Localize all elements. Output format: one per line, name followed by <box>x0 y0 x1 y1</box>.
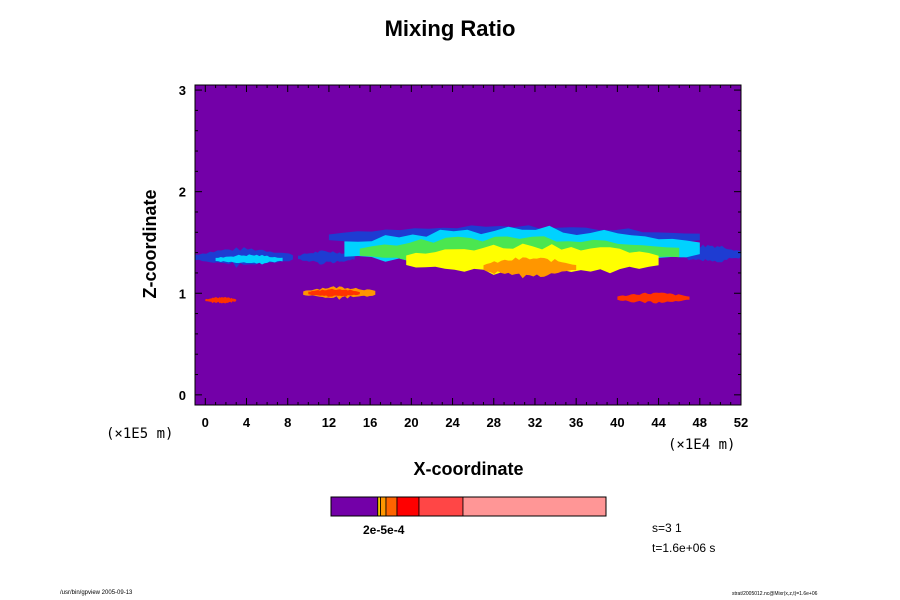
field-region-cyan <box>215 254 283 265</box>
colorbar-tick-label: 2e-5e-4 <box>363 523 405 537</box>
x-tick-label: 28 <box>487 415 501 430</box>
x-tick-label: 4 <box>243 415 251 430</box>
step-readout: s=3 1 <box>652 521 682 535</box>
field-region-red <box>308 288 360 297</box>
plot-frame <box>194 84 742 406</box>
y-tick-label: 1 <box>179 286 186 301</box>
chart-title: Mixing Ratio <box>384 16 516 41</box>
x-tick-label: 0 <box>202 415 209 430</box>
y-tick-label: 2 <box>179 185 186 200</box>
x-tick-label: 48 <box>693 415 707 430</box>
colorbar-segment <box>462 496 607 517</box>
field-region-blue <box>298 250 355 265</box>
x-tick-label: 8 <box>284 415 291 430</box>
colorbar-segment <box>377 496 381 517</box>
field-region-orange <box>483 257 577 279</box>
y-tick-label: 0 <box>179 388 186 403</box>
x-tick-label: 12 <box>322 415 336 430</box>
colorbar-segment <box>385 496 398 517</box>
footer-command: /usr/bin/gpview 2005-09-13 <box>60 590 133 596</box>
colorbar-segment <box>330 496 379 517</box>
x-tick-label: 20 <box>404 415 418 430</box>
colorbar-segment <box>380 496 387 517</box>
colorbar-segment <box>418 496 464 517</box>
field-region-red <box>617 292 690 304</box>
x-tick-label: 52 <box>734 415 748 430</box>
y-tick-label: 3 <box>179 83 186 98</box>
time-readout: t=1.6e+06 s <box>652 541 716 555</box>
x-tick-label: 32 <box>528 415 542 430</box>
x-tick-label: 36 <box>569 415 583 430</box>
x-axis-label: X-coordinate <box>413 459 524 479</box>
colorbar-frame <box>330 496 607 517</box>
x-axis-unit: (×1E4 m) <box>668 437 736 453</box>
x-tick-label: 44 <box>651 415 666 430</box>
footer-source: strat/2005012.nc@Mixr(x,z,t)=1.6e+06 <box>732 591 818 597</box>
colorbar-segment <box>396 496 420 517</box>
field-region-red <box>205 297 237 304</box>
x-tick-label: 40 <box>610 415 624 430</box>
x-tick-label: 16 <box>363 415 377 430</box>
x-tick-label: 24 <box>445 415 460 430</box>
y-axis-unit: (×1E5 m) <box>106 426 174 442</box>
